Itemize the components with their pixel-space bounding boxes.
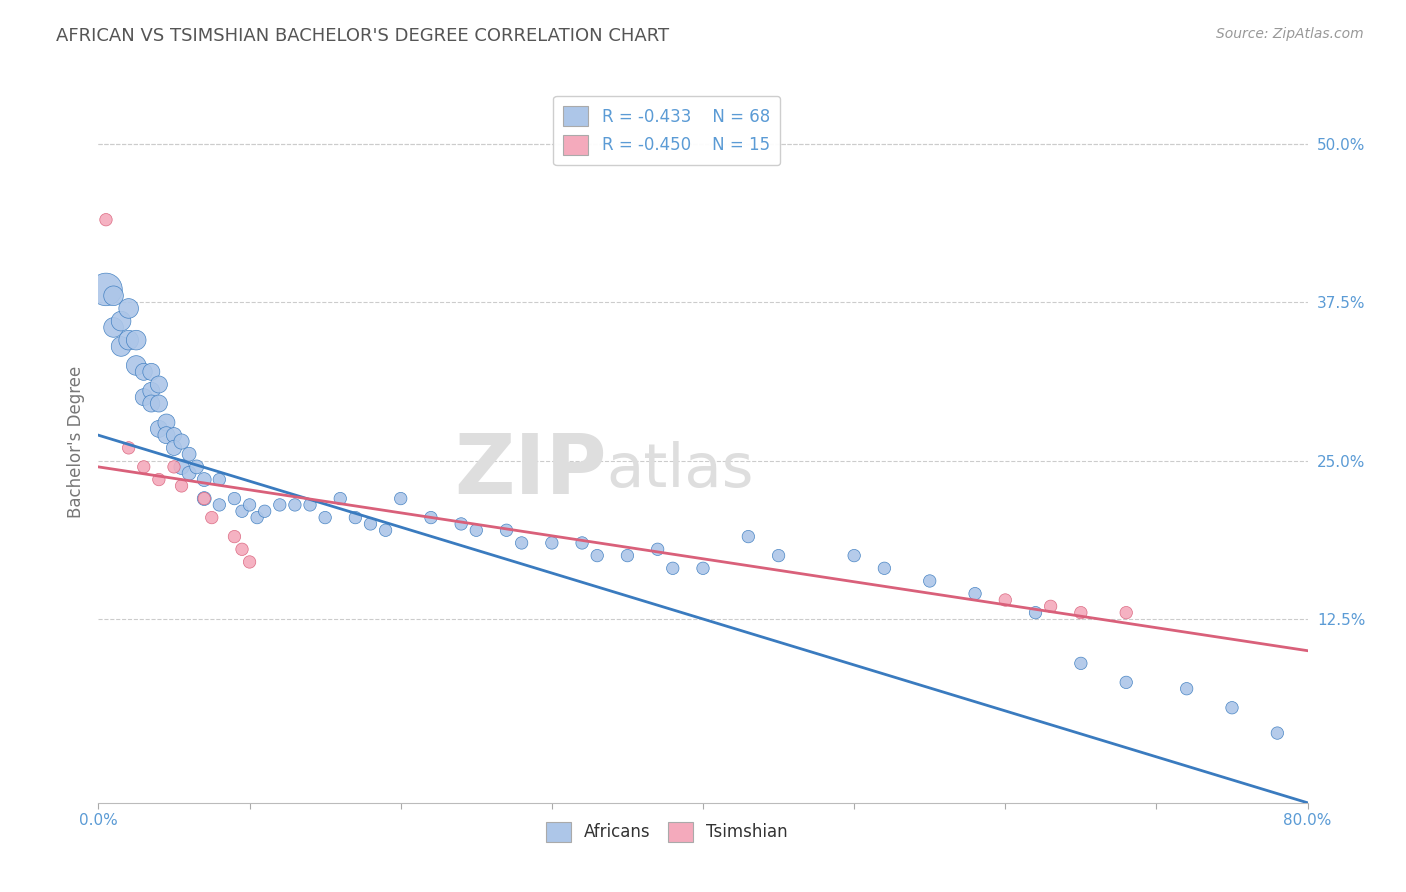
Point — [253, 504, 276, 518]
Point — [1220, 700, 1243, 714]
Point — [193, 491, 215, 506]
Point — [118, 301, 141, 316]
Point — [118, 441, 141, 455]
Point — [163, 428, 186, 442]
Text: atlas: atlas — [606, 441, 754, 500]
Point — [994, 593, 1017, 607]
Point — [163, 459, 186, 474]
Point — [103, 320, 125, 334]
Point — [246, 510, 269, 524]
Point — [1024, 606, 1046, 620]
Point — [110, 339, 132, 353]
Point — [495, 523, 517, 537]
Text: AFRICAN VS TSIMSHIAN BACHELOR'S DEGREE CORRELATION CHART: AFRICAN VS TSIMSHIAN BACHELOR'S DEGREE C… — [56, 27, 669, 45]
Point — [94, 212, 117, 227]
Point — [193, 491, 215, 506]
Point — [360, 516, 382, 531]
Point — [141, 365, 163, 379]
Point — [450, 516, 472, 531]
Point — [1070, 606, 1092, 620]
Point — [148, 422, 170, 436]
Point — [155, 416, 177, 430]
Point — [284, 498, 307, 512]
Point — [1070, 657, 1092, 671]
Point — [103, 289, 125, 303]
Point — [239, 498, 262, 512]
Point — [132, 459, 155, 474]
Point — [1267, 726, 1289, 740]
Legend: Africans, Tsimshian: Africans, Tsimshian — [540, 815, 794, 848]
Point — [148, 377, 170, 392]
Point — [571, 536, 593, 550]
Point — [314, 510, 336, 524]
Point — [873, 561, 896, 575]
Point — [170, 479, 193, 493]
Point — [125, 333, 148, 347]
Point — [193, 473, 215, 487]
Point — [224, 530, 246, 544]
Point — [374, 523, 396, 537]
Point — [179, 467, 201, 481]
Point — [647, 542, 669, 557]
Point — [170, 459, 193, 474]
Point — [132, 390, 155, 404]
Point — [420, 510, 443, 524]
Point — [510, 536, 533, 550]
Point — [965, 587, 987, 601]
Text: Source: ZipAtlas.com: Source: ZipAtlas.com — [1216, 27, 1364, 41]
Point — [389, 491, 412, 506]
Point — [155, 428, 177, 442]
Point — [768, 549, 790, 563]
Point — [208, 473, 231, 487]
Point — [94, 282, 117, 296]
Point — [299, 498, 322, 512]
Point — [231, 542, 253, 557]
Point — [1115, 606, 1137, 620]
Point — [186, 459, 208, 474]
Point — [844, 549, 866, 563]
Point — [132, 365, 155, 379]
Y-axis label: Bachelor's Degree: Bachelor's Degree — [66, 366, 84, 517]
Point — [616, 549, 638, 563]
Point — [1039, 599, 1062, 614]
Point — [586, 549, 609, 563]
Point — [692, 561, 714, 575]
Point — [344, 510, 367, 524]
Point — [231, 504, 253, 518]
Text: ZIP: ZIP — [454, 430, 606, 511]
Point — [465, 523, 488, 537]
Point — [224, 491, 246, 506]
Point — [148, 396, 170, 410]
Point — [661, 561, 683, 575]
Point — [737, 530, 759, 544]
Point — [148, 473, 170, 487]
Point — [163, 441, 186, 455]
Point — [179, 447, 201, 461]
Point — [329, 491, 352, 506]
Point — [1115, 675, 1137, 690]
Point — [239, 555, 262, 569]
Point — [201, 510, 224, 524]
Point — [125, 359, 148, 373]
Point — [1175, 681, 1198, 696]
Point — [118, 333, 141, 347]
Point — [540, 536, 562, 550]
Point — [141, 384, 163, 398]
Point — [110, 314, 132, 328]
Point — [141, 396, 163, 410]
Point — [170, 434, 193, 449]
Point — [269, 498, 291, 512]
Point — [918, 574, 941, 588]
Point — [208, 498, 231, 512]
